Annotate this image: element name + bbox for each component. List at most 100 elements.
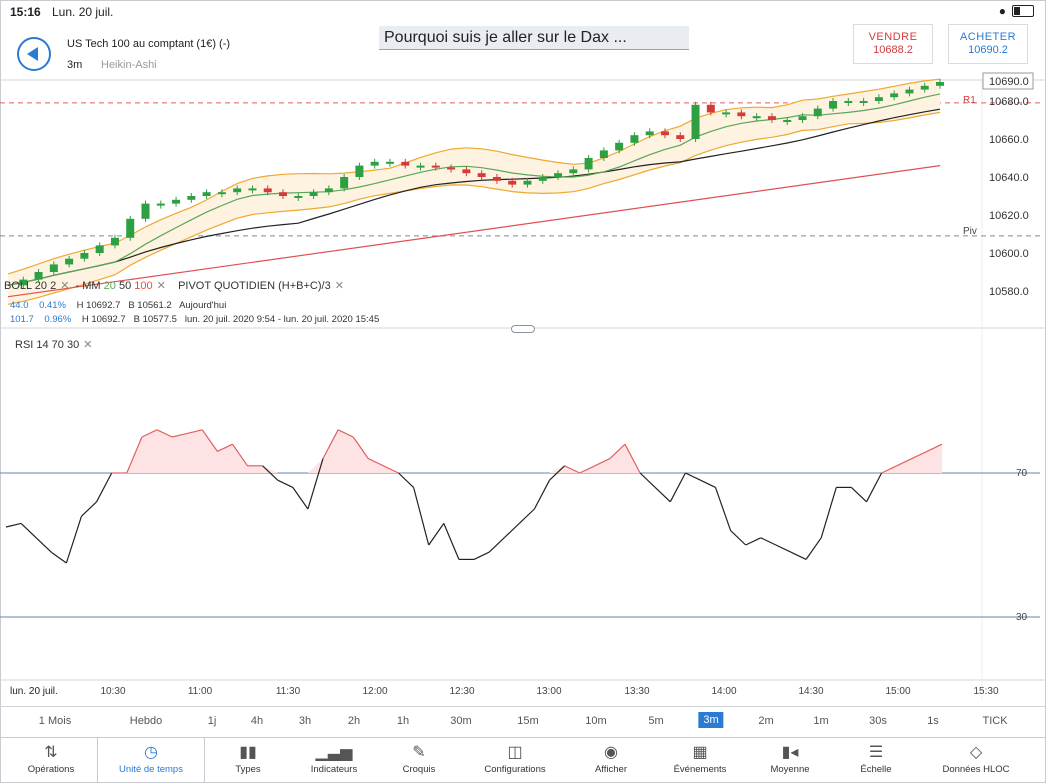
notification-banner[interactable]: Pourquoi suis je aller sur le Dax ... — [379, 26, 689, 50]
timeframe-option[interactable]: 3m — [698, 712, 724, 728]
timeframe-option[interactable]: 3h — [298, 715, 312, 727]
rsi-segment — [911, 450, 928, 460]
candle — [294, 196, 303, 198]
tab-calendar[interactable]: ▦ Événements — [655, 738, 745, 782]
candle — [385, 161, 394, 164]
bollinger-upper — [7, 78, 941, 275]
timeframe-option[interactable]: 1 Mois — [38, 715, 72, 727]
tab-scale[interactable]: ☰ Échelle — [831, 738, 921, 782]
buy-price: 10690.2 — [968, 44, 1008, 56]
candle — [798, 116, 807, 120]
rsi-segment — [232, 443, 248, 467]
close-icon[interactable]: ✕ — [334, 280, 344, 292]
rsi-segment — [443, 523, 460, 560]
rsi-segment — [790, 551, 807, 560]
time-axis-label: 14:30 — [798, 686, 824, 697]
candle — [752, 116, 761, 119]
candle — [110, 237, 119, 246]
timeframe-option[interactable]: Hebdo — [129, 715, 163, 727]
tab-label: Événements — [673, 764, 727, 775]
rsi-segment — [50, 551, 67, 564]
pane-resize-handle[interactable] — [511, 325, 535, 333]
wifi-icon: ● — [998, 4, 1006, 18]
timeframe-option[interactable]: 2m — [758, 715, 774, 727]
candle — [217, 192, 226, 195]
candle — [156, 203, 165, 206]
tab-arrows-updown[interactable]: ⇅ Opérations — [6, 738, 96, 782]
price-tick: 10600.0 — [989, 248, 1029, 260]
close-icon[interactable]: ✕ — [156, 280, 166, 292]
sell-label: VENDRE — [868, 31, 918, 43]
candle — [737, 112, 746, 117]
tab-crosshair[interactable]: ◇ Données HLOC — [931, 738, 1021, 782]
rsi-segment — [156, 429, 173, 438]
time-axis-label: 15:30 — [973, 686, 999, 697]
timeframe-option[interactable]: 2h — [347, 715, 361, 727]
mm20-legend: 20 — [103, 280, 116, 292]
legend-high: H 10692.7 — [81, 314, 126, 325]
legend-row-2: 101.7 0.96% H 10692.7 B 10577.5 lun. 20 … — [10, 314, 379, 325]
candle — [447, 167, 456, 170]
close-icon[interactable]: ✕ — [60, 280, 70, 292]
rsi-segment — [760, 537, 777, 546]
candle — [401, 161, 410, 166]
status-icons: ● — [999, 4, 1034, 18]
timeframe-option[interactable]: 15m — [517, 715, 539, 727]
instrument-title[interactable]: US Tech 100 au comptant (1€) (-) — [67, 38, 231, 50]
timeframe-option[interactable]: 30m — [450, 715, 472, 727]
rsi-overbought-fill — [6, 429, 942, 473]
timeframe-option[interactable]: 1j — [207, 715, 217, 727]
rsi-segment — [217, 443, 233, 452]
sell-button[interactable]: VENDRE 10688.2 — [853, 24, 933, 64]
calendar-icon: ▦ — [692, 744, 708, 761]
timeframe-option[interactable]: 1h — [396, 715, 410, 727]
tab-layout[interactable]: ◫ Configurations — [470, 738, 560, 782]
close-icon[interactable]: ✕ — [83, 339, 93, 351]
rsi-segment — [685, 472, 701, 481]
candle — [706, 104, 715, 113]
candle — [508, 180, 517, 185]
rsi-segment — [639, 472, 656, 488]
legend-high: H 10692.7 — [76, 300, 121, 311]
rsi-segment — [624, 443, 641, 474]
chart-area[interactable]: 10690.0 R1 Piv 10680.0 10660.0 10640.0 1… — [0, 0, 1046, 705]
timeframe-option[interactable]: 10m — [585, 715, 607, 727]
timeframe-option[interactable]: 30s — [869, 715, 887, 727]
tab-label: Configurations — [484, 764, 546, 775]
back-button[interactable] — [17, 37, 51, 71]
legend-period: Aujourd'hui — [179, 300, 227, 311]
rsi-segment — [564, 465, 580, 474]
tab-average[interactable]: ▮◂ Moyenne — [745, 738, 835, 782]
rsi-segment — [503, 522, 520, 539]
rsi-segment — [352, 436, 369, 459]
timeframe-option[interactable]: 1m — [813, 715, 829, 727]
tab-label: Moyenne — [770, 764, 810, 775]
rsi-segment — [579, 465, 596, 474]
timeframe-option[interactable]: 1s — [927, 715, 939, 727]
clock-icon: ◷ — [144, 744, 158, 761]
rsi-segment — [896, 458, 913, 467]
rsi-segment — [865, 472, 883, 503]
timeframe-option[interactable]: 4h — [250, 715, 264, 727]
tab-eye[interactable]: ◉ Afficher — [566, 738, 656, 782]
rsi-segment — [850, 486, 867, 503]
time-axis-label: 12:00 — [362, 686, 388, 697]
tab-clock[interactable]: ◷ Unité de temps — [106, 738, 196, 782]
tab-pencil[interactable]: ✎ Croquis — [374, 738, 464, 782]
rsi-segment — [368, 458, 384, 467]
rsi-segment — [20, 522, 37, 539]
rsi-legend[interactable]: RSI 14 70 30 ✕ — [15, 338, 92, 351]
tab-label: Unité de temps — [119, 764, 183, 775]
tab-candles[interactable]: ▮▮ Types — [203, 738, 293, 782]
timeframe-option[interactable]: TICK — [982, 715, 1008, 727]
rsi-segment — [594, 458, 611, 467]
rsi-segment — [700, 479, 716, 488]
mm50-legend: 50 — [118, 280, 132, 292]
tab-bars[interactable]: ▁▃▅ Indicateurs — [289, 738, 379, 782]
candle — [126, 218, 135, 238]
candle — [416, 165, 425, 168]
timeframe-option[interactable]: 5m — [648, 715, 664, 727]
indicator-legend[interactable]: BOLL 20 2 ✕ - MM 20 50 100 ✕ PIVOT QUOTIDI… — [4, 280, 344, 292]
buy-button[interactable]: ACHETER 10690.2 — [948, 24, 1028, 64]
candle — [95, 245, 104, 253]
